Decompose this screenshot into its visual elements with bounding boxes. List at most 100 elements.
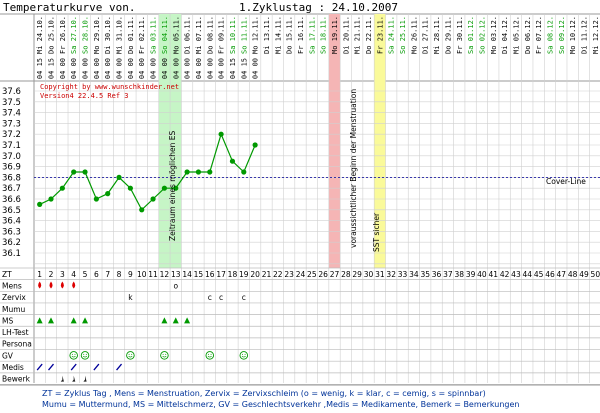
time-label: 04 00: [104, 58, 112, 79]
zt-label: 32: [386, 270, 396, 279]
row-label: Medis: [2, 363, 24, 372]
zt-label: 10: [137, 270, 147, 279]
zt-label: 21: [262, 270, 272, 279]
zt-label: 8: [117, 270, 122, 279]
fertile-band: [170, 14, 182, 268]
zt-label: 35: [420, 270, 430, 279]
zt-label: 47: [557, 270, 567, 279]
date-label: Di 20.11.: [342, 16, 350, 54]
temperature-point: [184, 169, 190, 175]
ms-triangle-icon: [82, 317, 89, 324]
date-label: So 11.11.: [240, 16, 248, 54]
zt-label: 50: [591, 270, 600, 279]
time-label: 04 00: [116, 58, 124, 79]
gv-smiley-icon: [80, 351, 90, 360]
zt-label: 12: [160, 270, 170, 279]
row-label: Persona: [2, 340, 32, 349]
y-tick-label: 37.5: [2, 98, 21, 108]
zt-label: 14: [182, 270, 192, 279]
y-tick-label: 36.9: [2, 163, 21, 173]
bewerk-mark: [72, 375, 76, 382]
ms-triangle-icon: [48, 317, 55, 324]
y-tick-label: 36.5: [2, 206, 21, 216]
date-label: Mi 28.11.: [433, 16, 441, 54]
zt-label: 44: [523, 270, 533, 279]
date-label: Sa 27.10.: [70, 16, 78, 54]
zt-label: 41: [488, 270, 498, 279]
mens-drop-icon: [72, 281, 76, 289]
y-tick-label: 37.4: [2, 109, 21, 119]
zt-label: 22: [273, 270, 283, 279]
zervix-mark: k: [128, 293, 133, 302]
gv-smiley-icon: [126, 351, 135, 360]
gv-smiley-icon: [239, 351, 249, 360]
date-label: So 09.12.: [558, 16, 566, 54]
zt-label: 34: [409, 270, 419, 279]
legend-line-1: ZT = Zyklus Tag , Mens = Menstruation, Z…: [42, 389, 486, 398]
date-label: So 25.11.: [399, 16, 407, 54]
medis-mark: [116, 363, 123, 371]
date-label: Mi 21.11.: [354, 16, 362, 54]
time-label: 04 00: [150, 58, 158, 79]
date-label: Di 27.11.: [422, 16, 430, 54]
mens-drop-icon: [49, 281, 53, 289]
temperature-point: [195, 169, 202, 175]
sst-annotation: SST sicher: [372, 212, 381, 252]
medis-mark: [93, 363, 100, 371]
ms-triangle-icon: [70, 317, 77, 324]
zt-label: 33: [398, 270, 408, 279]
legend-line-2: Mumu = Muttermund, MS = Mittelschmerz, G…: [42, 400, 519, 409]
date-label: Sa 10.11.: [229, 16, 237, 54]
temperature-point: [139, 207, 145, 213]
copyright-note: Copyright by www.wunschkinder.net: [40, 83, 179, 91]
gv-smiley-icon: [160, 351, 169, 360]
row-label: ZT: [2, 270, 12, 279]
date-label: Sa 17.11.: [308, 16, 316, 54]
zt-label: 31: [375, 270, 385, 279]
y-tick-label: 37.3: [2, 119, 21, 129]
date-label: Mi 31.10.: [116, 16, 124, 54]
date-label: Di 11.12.: [580, 16, 588, 54]
zt-label: 1: [37, 270, 42, 279]
zervix-mark: o: [173, 281, 178, 290]
time-label: 04 00: [218, 58, 226, 79]
zt-label: 2: [49, 270, 54, 279]
sst-band: [374, 14, 386, 268]
date-label: Mi 24.10.: [36, 16, 44, 54]
date-label: Di 13.11.: [263, 16, 271, 54]
ms-triangle-icon: [172, 317, 179, 324]
row-label: Mens: [2, 281, 22, 290]
time-label: 04 00: [93, 58, 101, 79]
time-label: 04 00: [195, 58, 203, 79]
date-label: Sa 01.12.: [467, 16, 475, 54]
zt-label: 15: [194, 270, 204, 279]
gv-smiley-icon: [69, 351, 78, 360]
version-note: Version4 22.4.5 Ref 3: [40, 92, 129, 100]
date-label: Fr 07.12.: [535, 16, 543, 54]
date-label: Mo 05.11.: [172, 16, 180, 54]
time-label: 04 15: [36, 58, 44, 79]
medis-mark: [48, 363, 55, 371]
zt-label: 43: [511, 270, 521, 279]
menses-annotation: voraussichtlicher Beginn der Menstruatio…: [349, 89, 358, 248]
row-label: GV: [2, 351, 14, 360]
zt-label: 40: [477, 270, 487, 279]
time-label: 04 00: [161, 58, 169, 79]
date-label: Fr 02.11.: [138, 16, 146, 54]
zt-label: 6: [94, 270, 99, 279]
y-tick-label: 36.2: [2, 238, 21, 248]
fertile-band: [158, 14, 171, 268]
temperature-point: [252, 142, 258, 148]
date-label: Do 22.11.: [365, 16, 373, 54]
temperature-point: [127, 185, 133, 191]
zt-label: 17: [216, 270, 226, 279]
date-label: Mi 07.11.: [195, 16, 203, 54]
time-label: 04 00: [184, 58, 192, 79]
row-label: Zervix: [2, 293, 26, 302]
date-label: Di 04.12.: [501, 16, 509, 54]
zt-label: 4: [71, 270, 76, 279]
time-label: 04 15: [229, 58, 237, 79]
temperature-point: [48, 196, 54, 202]
y-tick-label: 36.3: [2, 227, 21, 237]
